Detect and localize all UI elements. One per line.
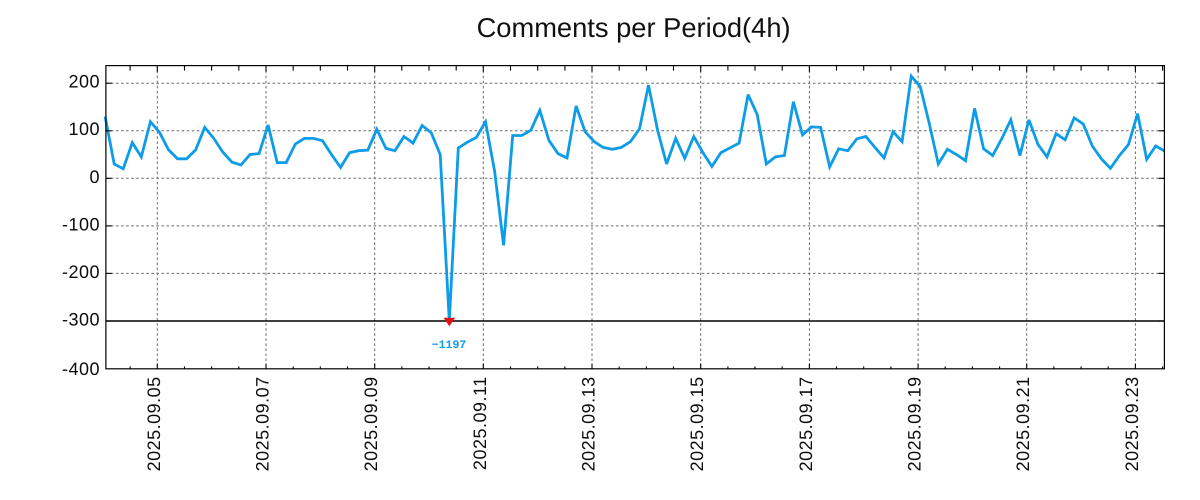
svg-text:2025.09.17: 2025.09.17 [796, 376, 816, 471]
svg-text:2025.09.07: 2025.09.07 [253, 376, 273, 471]
svg-text:-100: -100 [62, 214, 100, 234]
svg-text:−1197: −1197 [432, 339, 467, 352]
svg-text:-200: -200 [62, 262, 100, 282]
svg-text:-300: -300 [62, 310, 100, 330]
svg-text:0: 0 [89, 167, 100, 187]
svg-text:2025.09.13: 2025.09.13 [579, 376, 599, 471]
svg-text:Comments per Period(4h): Comments per Period(4h) [477, 12, 791, 43]
svg-text:2025.09.21: 2025.09.21 [1013, 376, 1033, 471]
svg-text:2025.09.19: 2025.09.19 [905, 376, 925, 471]
svg-text:200: 200 [68, 72, 100, 92]
svg-text:2025.09.15: 2025.09.15 [687, 376, 707, 471]
svg-text:2025.09.11: 2025.09.11 [470, 376, 490, 470]
svg-text:-400: -400 [62, 359, 100, 379]
svg-text:100: 100 [68, 119, 100, 139]
svg-text:2025.09.23: 2025.09.23 [1122, 376, 1142, 471]
svg-text:2025.09.05: 2025.09.05 [144, 376, 164, 471]
svg-text:2025.09.09: 2025.09.09 [361, 376, 381, 471]
